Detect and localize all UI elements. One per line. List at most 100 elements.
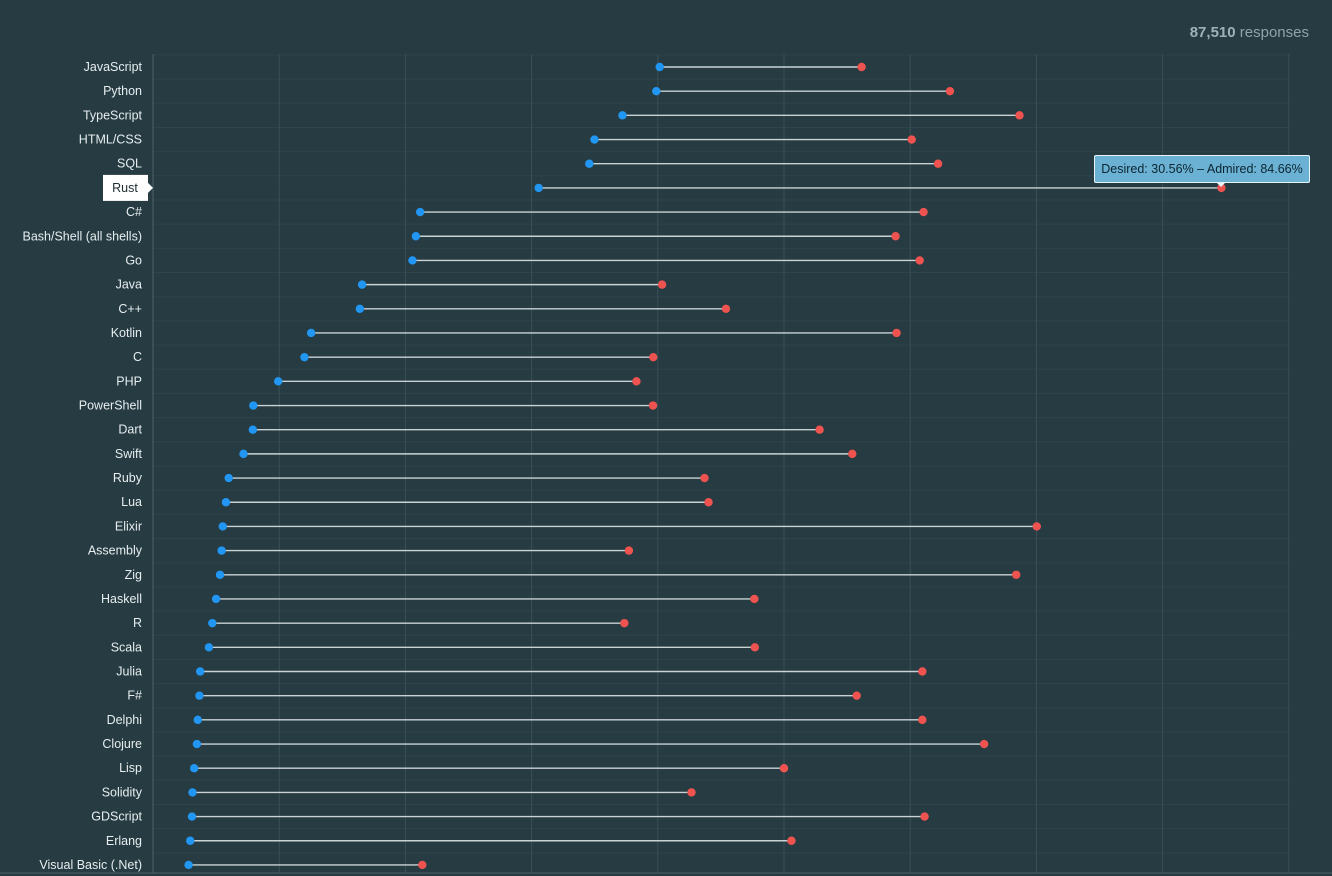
- hover-tooltip: Desired: 30.56% – Admired: 84.66%: [1094, 155, 1310, 183]
- category-label-go: Go: [125, 253, 142, 267]
- desired-point-lisp: [189, 764, 199, 773]
- desired-point-clojure: [192, 739, 202, 749]
- selected-label-arrow: [148, 182, 153, 193]
- admired-point-visual-basic-net: [418, 860, 427, 870]
- category-label-zig: Zig: [125, 568, 142, 582]
- category-label-c: C: [133, 350, 142, 364]
- category-label-php: PHP: [116, 374, 142, 388]
- desired-point-zig: [215, 570, 225, 579]
- desired-point-c: [300, 352, 309, 362]
- admired-point-c: [919, 207, 928, 217]
- desired-point-c: [415, 207, 425, 217]
- desired-point-solidity: [188, 788, 197, 797]
- admired-point-php: [632, 377, 641, 386]
- admired-point-go: [915, 256, 924, 265]
- admired-point-elixir: [1032, 522, 1041, 531]
- admired-point-julia: [918, 667, 927, 676]
- category-label-typescript: TypeScript: [83, 108, 143, 122]
- admired-point-assembly: [624, 546, 634, 555]
- category-label-c: C++: [118, 302, 142, 316]
- category-label-java: Java: [116, 278, 142, 292]
- category-label-lua: Lua: [121, 495, 142, 509]
- category-label-c: C#: [126, 205, 142, 219]
- category-label-bash-shell-all-shells: Bash/Shell (all shells): [23, 229, 143, 243]
- admired-point-c: [649, 352, 658, 362]
- category-label-erlang: Erlang: [106, 834, 142, 848]
- admired-point-r: [620, 618, 629, 628]
- desired-point-typescript: [618, 111, 627, 120]
- admired-point-delphi: [918, 715, 927, 725]
- desired-point-swift: [239, 449, 248, 459]
- category-label-ruby: Ruby: [113, 471, 143, 485]
- desired-point-javascript: [655, 62, 664, 72]
- desired-point-powershell: [249, 401, 258, 410]
- desired-point-r: [208, 618, 217, 628]
- desired-point-scala: [204, 643, 214, 652]
- category-label-assembly: Assembly: [88, 544, 143, 558]
- admired-point-lisp: [779, 764, 789, 773]
- desired-point-c: [355, 304, 365, 313]
- desired-point-html-css: [590, 135, 599, 144]
- admired-point-kotlin: [892, 328, 901, 338]
- category-label-kotlin: Kotlin: [111, 326, 142, 340]
- category-label-dart: Dart: [118, 423, 142, 437]
- admired-point-f: [852, 691, 861, 700]
- desired-point-haskell: [211, 594, 221, 604]
- category-label-f: F#: [127, 689, 142, 703]
- response-count-value: 87,510: [1189, 24, 1236, 41]
- desired-point-kotlin: [306, 328, 316, 338]
- desired-point-dart: [248, 425, 258, 434]
- admired-point-scala: [750, 643, 760, 652]
- category-label-powershell: PowerShell: [79, 399, 142, 413]
- response-count: 87,510 responses: [1190, 24, 1309, 41]
- category-label-haskell: Haskell: [101, 592, 142, 606]
- admired-point-clojure: [979, 739, 989, 749]
- selected-label-box: [103, 174, 148, 201]
- category-label-scala: Scala: [111, 640, 142, 654]
- admired-point-gdscript: [920, 812, 929, 821]
- admired-point-lua: [704, 498, 713, 507]
- category-label-lisp: Lisp: [119, 761, 142, 775]
- desired-point-go: [408, 256, 417, 265]
- category-label-javascript: JavaScript: [84, 60, 143, 74]
- desired-point-ruby: [224, 473, 233, 483]
- category-label-html-css: HTML/CSS: [79, 133, 142, 147]
- desired-point-visual-basic-net: [184, 860, 193, 870]
- category-label-delphi: Delphi: [107, 713, 142, 727]
- desired-point-lua: [221, 498, 231, 507]
- response-count-label: responses: [1239, 24, 1309, 41]
- admired-point-solidity: [687, 788, 696, 797]
- admired-point-erlang: [787, 836, 796, 845]
- category-label-julia: Julia: [116, 665, 142, 679]
- admired-point-powershell: [648, 401, 658, 410]
- admired-point-zig: [1012, 570, 1021, 579]
- tooltip-arrow: [1215, 181, 1227, 187]
- category-label-solidity: Solidity: [102, 785, 143, 799]
- desired-point-assembly: [217, 546, 226, 555]
- desired-point-gdscript: [187, 812, 197, 821]
- desired-point-delphi: [193, 715, 203, 725]
- category-label-rust: Rust: [112, 181, 138, 195]
- admired-point-dart: [815, 425, 824, 434]
- desired-point-f: [195, 691, 204, 700]
- category-label-swift: Swift: [115, 447, 143, 461]
- admired-point-c: [721, 304, 731, 313]
- category-label-python: Python: [103, 84, 142, 98]
- desired-point-julia: [195, 667, 205, 676]
- desired-point-php: [273, 377, 283, 386]
- desired-point-elixir: [218, 522, 227, 531]
- category-label-gdscript: GDScript: [91, 810, 142, 824]
- desired-point-erlang: [186, 836, 195, 845]
- admired-point-sql: [933, 159, 943, 168]
- category-label-sql: SQL: [117, 157, 142, 171]
- desired-point-rust: [534, 183, 543, 193]
- category-label-visual-basic-net: Visual Basic (.Net): [39, 858, 142, 872]
- desired-point-java: [357, 280, 367, 289]
- admired-point-java: [657, 280, 667, 289]
- desired-point-sql: [585, 159, 594, 168]
- admired-point-ruby: [700, 473, 709, 483]
- category-label-clojure: Clojure: [102, 737, 142, 751]
- admired-point-python: [945, 86, 955, 96]
- admired-point-javascript: [857, 62, 866, 72]
